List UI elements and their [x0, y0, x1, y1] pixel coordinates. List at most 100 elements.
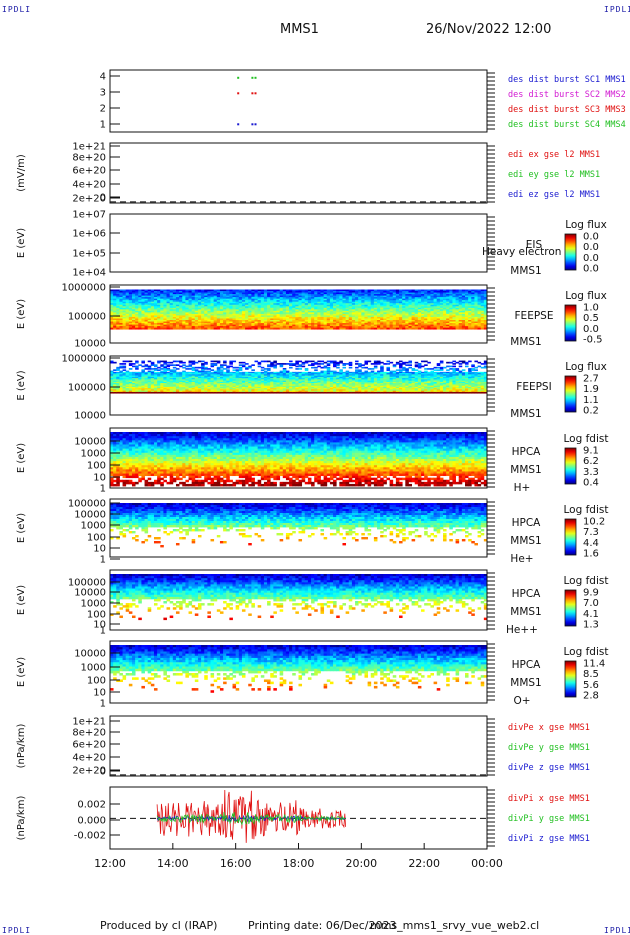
heatmap-cell [270, 366, 274, 368]
legend-entry: des dist burst SC4 MMS4 [508, 120, 626, 130]
legend-entry: edi ez gse l2 MMS1 [508, 190, 600, 200]
heatmap-cell [371, 363, 375, 365]
heatmap-cell [317, 366, 321, 368]
y-tick-label: 1000000 [61, 283, 106, 294]
heatmap-cell [223, 368, 227, 370]
heatmap-cell [141, 392, 145, 394]
heatmap-cell [138, 328, 142, 330]
heatmap-cell [383, 328, 387, 330]
heatmap-cell [126, 328, 130, 330]
heatmap-cell [245, 328, 249, 330]
heatmap-cell [132, 363, 136, 365]
heatmap-cell [261, 369, 265, 371]
heatmap-cell [217, 392, 221, 394]
legend-entry: des dist burst SC3 MMS3 [508, 105, 626, 115]
heatmap-cell [364, 392, 368, 394]
heatmap-cell [261, 361, 265, 363]
heatmap-cell [308, 364, 312, 366]
heatmap-cell [154, 392, 158, 394]
heatmap-cell [255, 392, 259, 394]
y-axis-label: E (eV) [16, 228, 27, 258]
heatmap-cell [176, 328, 180, 330]
overlay-label: Heavy electron to [482, 246, 575, 258]
heatmap-cell [242, 362, 246, 364]
colorbar-tick-label: 0.0 [583, 324, 599, 335]
heatmap-cell [126, 361, 130, 363]
heatmap-cell [299, 366, 303, 368]
heatmap-cell [305, 328, 309, 330]
y-tick-label: 1e+05 [72, 249, 106, 260]
heatmap-cell [317, 328, 321, 330]
heatmap-cell [110, 362, 114, 364]
heatmap-cell [283, 363, 287, 365]
heatmap-cell [374, 328, 378, 330]
heatmap-cell [154, 366, 158, 368]
heatmap-cell [399, 328, 403, 330]
heatmap-cell [192, 392, 196, 394]
heatmap-cell [355, 363, 359, 365]
heatmap-cell [368, 361, 372, 363]
heatmap-cell [160, 392, 164, 394]
heatmap-cell [113, 369, 117, 371]
heatmap-cell [277, 328, 281, 330]
heatmap-cell [324, 392, 328, 394]
heatmap-cell [289, 328, 293, 330]
heatmap-cell [204, 392, 208, 394]
heatmap-cell [408, 328, 412, 330]
heatmap-cell [173, 364, 177, 366]
heatmap-cell [214, 328, 218, 330]
heatmap-cell [346, 363, 350, 365]
heatmap-cell [456, 328, 460, 330]
heatmap-cell [349, 367, 353, 369]
heatmap-cell [179, 392, 183, 394]
heatmap-cell [173, 328, 177, 330]
panel-frame [110, 214, 487, 272]
heatmap-cell [176, 392, 180, 394]
heatmap-cell [185, 328, 189, 330]
heatmap-cell [314, 367, 318, 369]
heatmap-cell [283, 392, 287, 394]
spacecraft-label: MMS1 [510, 265, 541, 277]
heatmap-cell [261, 328, 265, 330]
heatmap-cell [292, 392, 296, 394]
heatmap-cell [261, 367, 265, 369]
heatmap-cell [239, 328, 243, 330]
heatmap-cell [132, 366, 136, 368]
heatmap-cell [198, 392, 202, 394]
heatmap-cell [179, 366, 183, 368]
heatmap-cell [402, 328, 406, 330]
heatmap-cell [308, 328, 312, 330]
heatmap-cell [211, 328, 215, 330]
heatmap-cell [311, 392, 315, 394]
heatmap-cell [430, 328, 434, 330]
instrument-label: FEEPSE [515, 310, 554, 322]
heatmap-cell [314, 392, 318, 394]
y-tick-label: 4 [100, 72, 106, 83]
heatmap-cell [160, 328, 164, 330]
heatmap-cell [251, 328, 255, 330]
heatmap-cell [151, 368, 155, 370]
heatmap-cell [299, 328, 303, 330]
heatmap-cell [355, 392, 359, 394]
colorbar-tick-label: 0.0 [583, 232, 599, 243]
panel-frame [110, 70, 487, 132]
heatmap-cell [258, 366, 262, 368]
heatmap-cell [204, 368, 208, 370]
heatmap-cell [427, 328, 431, 330]
heatmap-cell [201, 361, 205, 363]
heatmap-cell [204, 328, 208, 330]
heatmap-cell [119, 328, 123, 330]
heatmap-cell [201, 328, 205, 330]
heatmap-cell [305, 369, 309, 371]
heatmap-cell [189, 366, 193, 368]
heatmap-cell [267, 361, 271, 363]
heatmap-cell [336, 364, 340, 366]
heatmap-cell [292, 364, 296, 366]
heatmap-cell [320, 361, 324, 363]
heatmap-cell [446, 328, 450, 330]
heatmap-cell [449, 328, 453, 330]
heatmap-cell [311, 328, 315, 330]
heatmap-cell [170, 362, 174, 364]
heatmap-cell [236, 392, 240, 394]
heatmap-cell [264, 368, 268, 370]
